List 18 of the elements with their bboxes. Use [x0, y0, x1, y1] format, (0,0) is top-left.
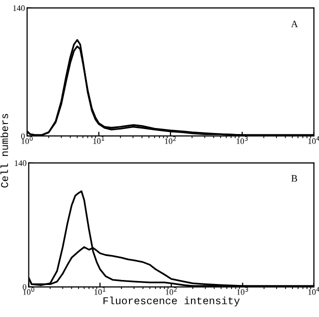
x-axis-title: Fluorescence intensity: [104, 296, 240, 306]
annotation: A: [291, 20, 298, 28]
y-tick-label: 140: [14, 160, 26, 166]
y-tick-label: 0: [22, 284, 26, 290]
y-tick-label: 0: [21, 133, 25, 139]
x-tick-label: 10$^{1}$: [94, 287, 106, 295]
x-tick-label: 10$^{4}$: [308, 287, 319, 295]
x-tick-label: 10$^{0}$: [23, 287, 34, 295]
x-tick-label: 10$^{2}$: [166, 287, 177, 295]
x-tick-label: 10$^{1}$: [93, 136, 104, 144]
annotation: B: [291, 175, 298, 182]
x-tick-label: 10$^{2}$: [165, 136, 176, 144]
x-tick-label: 10$^{0}$: [22, 136, 33, 144]
y-axis-title: Cell numbers: [0, 114, 8, 188]
y-tick-label: 140: [13, 5, 25, 11]
x-tick-label: 10$^{3}$: [236, 136, 248, 144]
x-tick-label: 10$^{4}$: [308, 136, 319, 144]
x-tick-label: 10$^{3}$: [237, 287, 248, 295]
